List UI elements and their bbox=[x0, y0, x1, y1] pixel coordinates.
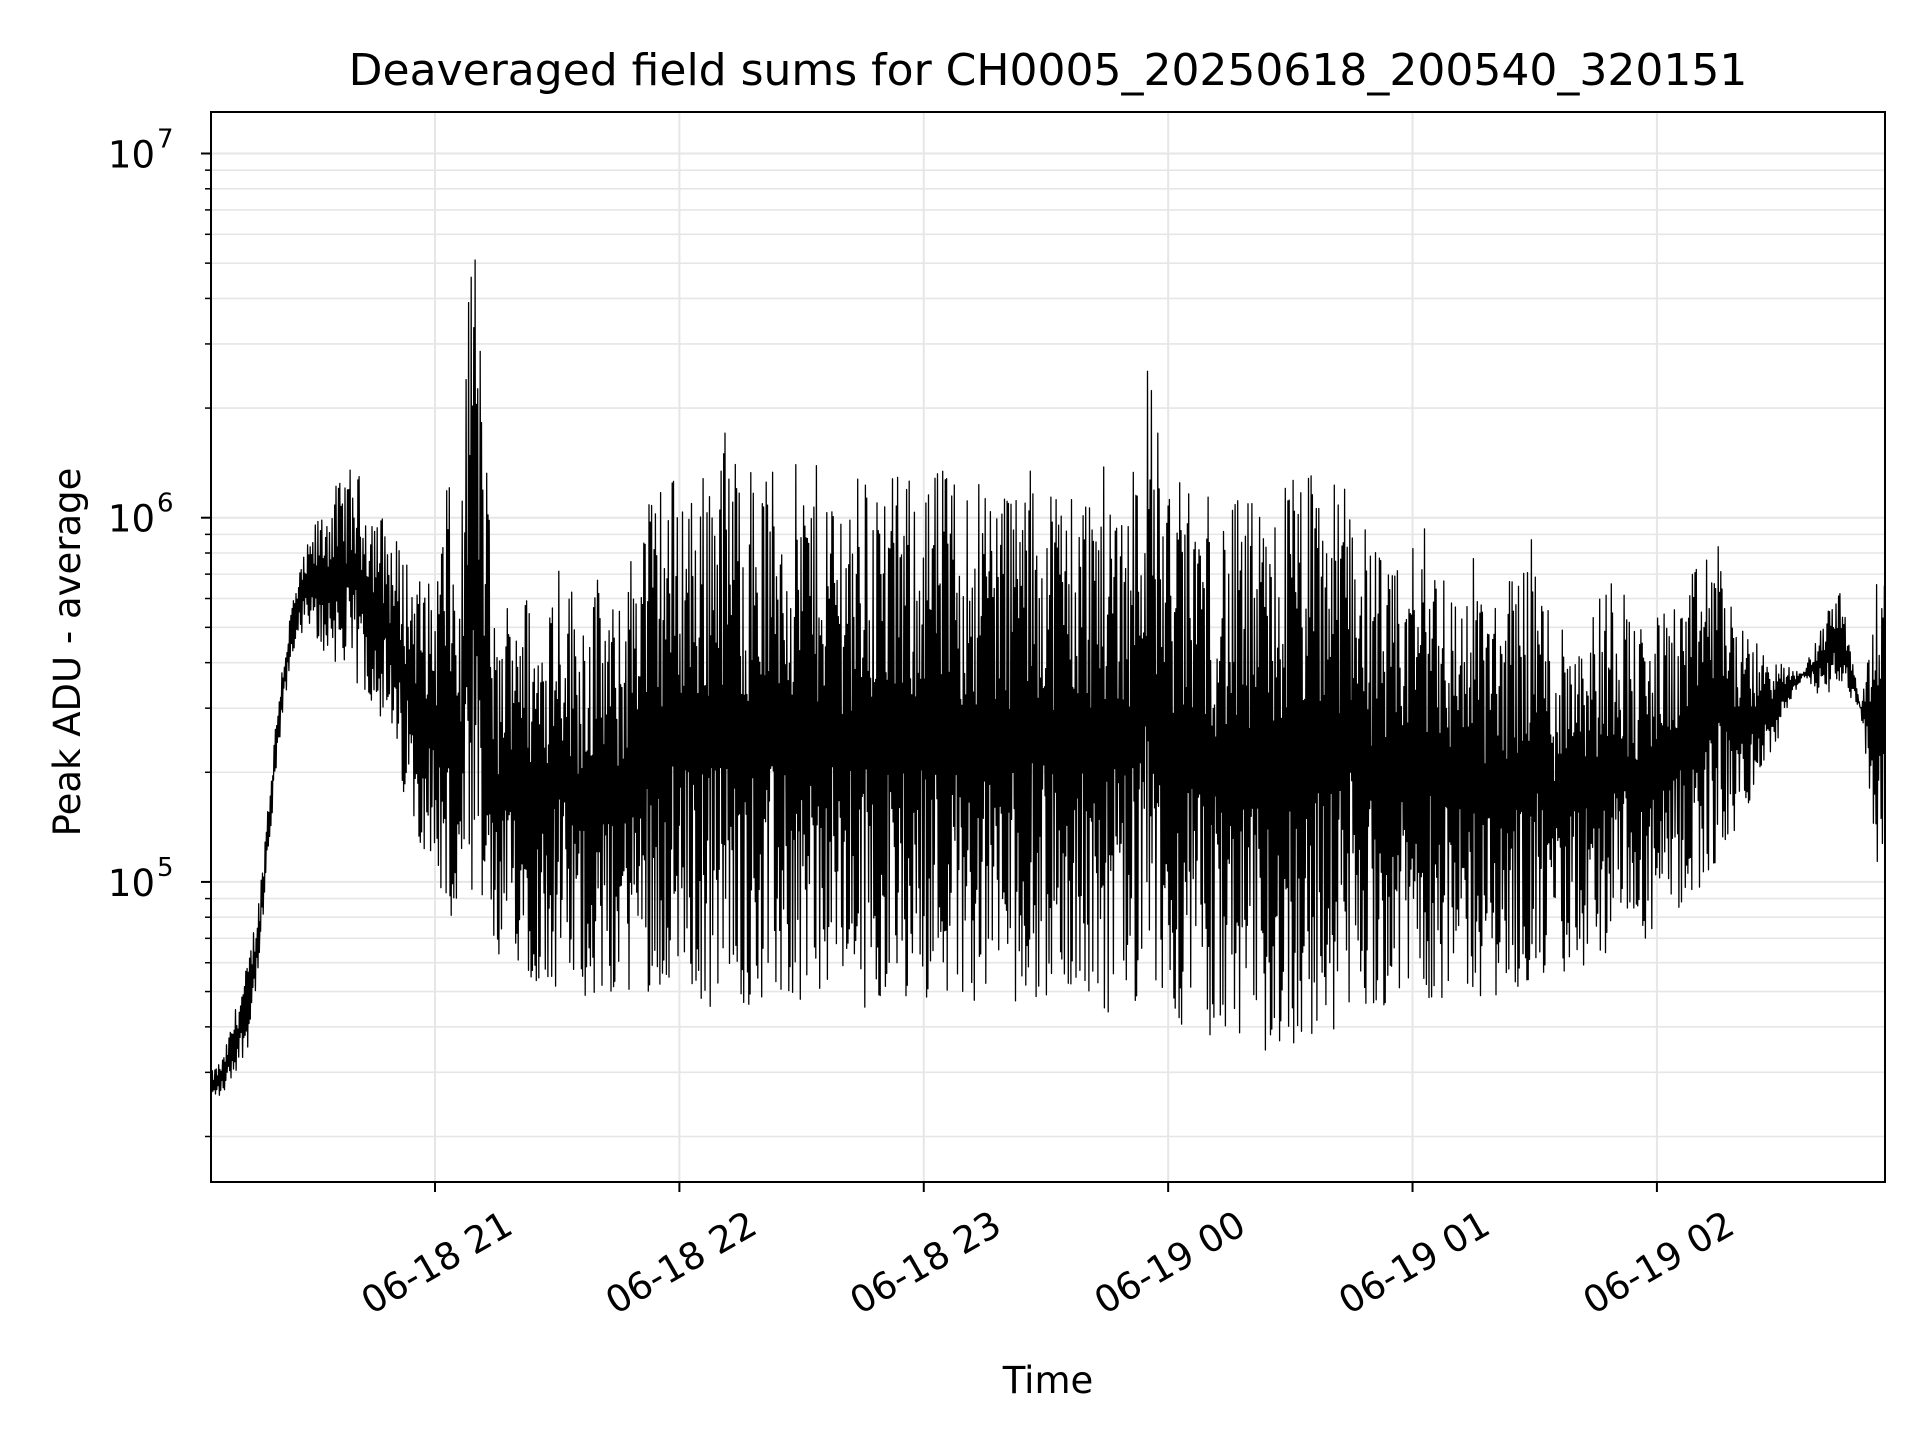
y-tick-label-base: 10 bbox=[108, 862, 155, 905]
y-tick-label: 10 6 bbox=[108, 489, 174, 541]
y-tick-label-base: 10 bbox=[108, 498, 155, 541]
y-tick-label-base: 10 bbox=[108, 133, 155, 176]
x-axis-label: Time bbox=[1002, 1359, 1094, 1402]
plot-area bbox=[210, 259, 1886, 1096]
chart-title: Deaveraged field sums for CH0005_2025061… bbox=[349, 45, 1748, 96]
y-tick-label: 10 5 bbox=[108, 853, 174, 905]
y-tick-label-exponent: 7 bbox=[157, 124, 174, 154]
y-tick-label: 10 7 bbox=[108, 124, 174, 176]
y-tick-label-exponent: 5 bbox=[157, 853, 174, 883]
axes-frame bbox=[210, 111, 1886, 1183]
series-line bbox=[210, 259, 1886, 1096]
y-tick-label-exponent: 6 bbox=[157, 489, 174, 519]
y-axis-label: Peak ADU - average bbox=[46, 468, 89, 837]
